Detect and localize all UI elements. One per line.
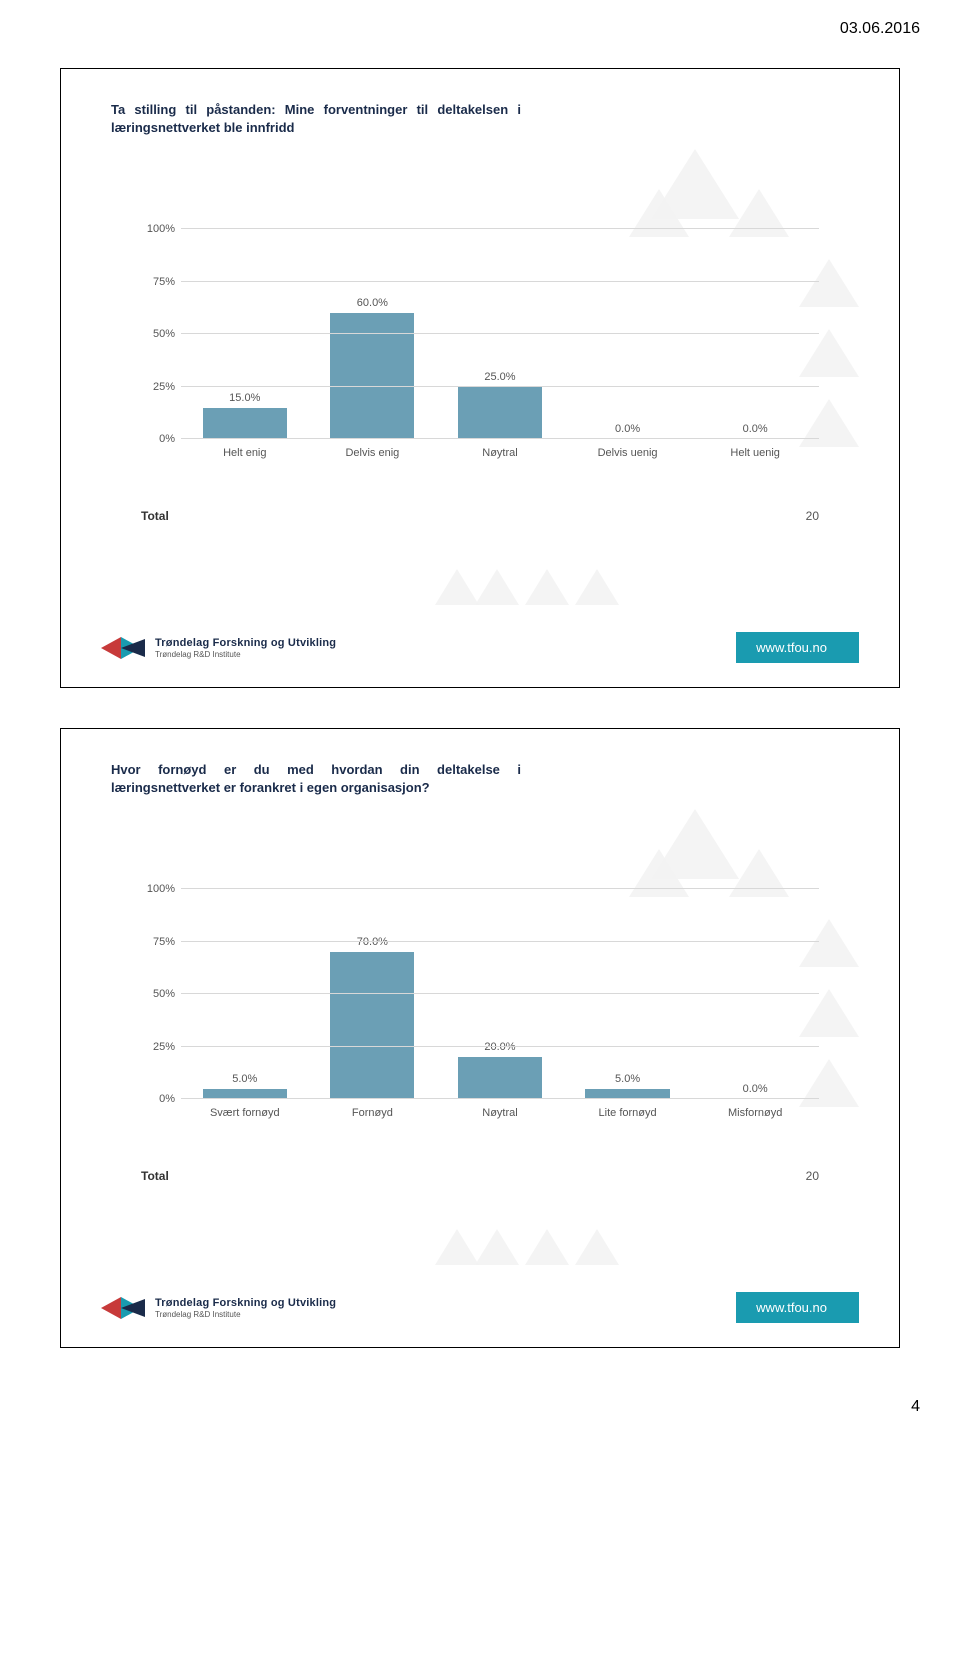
- x-axis-label: Lite fornøyd: [564, 1107, 692, 1119]
- y-axis-label: 75%: [133, 276, 175, 288]
- x-axis-label: Misfornøyd: [691, 1107, 819, 1119]
- bar: 20.0%: [458, 1057, 542, 1099]
- chart-grid: 15.0%60.0%25.0%0.0%0.0% 0%25%50%75%100%: [181, 229, 819, 439]
- bar-value-label: 5.0%: [615, 1073, 640, 1089]
- logo-subtitle: Trøndelag R&D Institute: [155, 650, 336, 659]
- logo-title: Trøndelag Forskning og Utvikling: [155, 637, 336, 649]
- bar-slot: 0.0%: [691, 229, 819, 439]
- total-value: 20: [806, 509, 819, 523]
- bar-value-label: 70.0%: [357, 936, 388, 952]
- bar-slot: 25.0%: [436, 229, 564, 439]
- logo: Trøndelag Forskning og Utvikling Trøndel…: [101, 633, 336, 663]
- y-axis-label: 50%: [133, 988, 175, 1000]
- bar-slot: 60.0%: [309, 229, 437, 439]
- bar-slot: 70.0%: [309, 889, 437, 1099]
- chart-grid: 5.0%70.0%20.0%5.0%0.0% 0%25%50%75%100%: [181, 889, 819, 1099]
- gridline: [181, 1046, 819, 1047]
- page-number: 4: [0, 1388, 960, 1446]
- y-axis-label: 25%: [133, 381, 175, 393]
- gridline: [181, 438, 819, 439]
- logo: Trøndelag Forskning og Utvikling Trøndel…: [101, 1293, 336, 1323]
- bar-value-label: 60.0%: [357, 297, 388, 313]
- x-axis-label: Delvis uenig: [564, 447, 692, 459]
- total-value: 20: [806, 1169, 819, 1183]
- x-axis-label: Fornøyd: [309, 1107, 437, 1119]
- gridline: [181, 281, 819, 282]
- gridline: [181, 228, 819, 229]
- y-axis-label: 50%: [133, 328, 175, 340]
- bar-slot: 5.0%: [181, 889, 309, 1099]
- bar-value-label: 0.0%: [615, 423, 640, 439]
- y-axis-label: 100%: [133, 883, 175, 895]
- gridline: [181, 941, 819, 942]
- x-axis-labels: Helt enigDelvis enigNøytralDelvis uenigH…: [181, 447, 819, 459]
- bar-slot: 5.0%: [564, 889, 692, 1099]
- gridline: [181, 993, 819, 994]
- bar: 25.0%: [458, 387, 542, 440]
- logo-text: Trøndelag Forskning og Utvikling Trøndel…: [155, 637, 336, 659]
- x-axis-label: Nøytral: [436, 447, 564, 459]
- bar-value-label: 5.0%: [232, 1073, 257, 1089]
- y-axis-label: 0%: [133, 433, 175, 445]
- total-label: Total: [141, 509, 169, 523]
- x-axis-labels: Svært fornøydFornøydNøytralLite fornøydM…: [181, 1107, 819, 1119]
- logo-icon: [101, 633, 145, 663]
- logo-subtitle: Trøndelag R&D Institute: [155, 1310, 336, 1319]
- x-axis-label: Helt enig: [181, 447, 309, 459]
- link-badge[interactable]: www.tfou.no: [736, 632, 859, 663]
- bar-value-label: 0.0%: [743, 1083, 768, 1099]
- gridline: [181, 386, 819, 387]
- y-axis-label: 25%: [133, 1041, 175, 1053]
- slide-footer: Trøndelag Forskning og Utvikling Trøndel…: [101, 632, 859, 663]
- bar: 15.0%: [203, 408, 287, 440]
- bar-slot: 20.0%: [436, 889, 564, 1099]
- bar-value-label: 25.0%: [484, 371, 515, 387]
- bar-value-label: 15.0%: [229, 392, 260, 408]
- gridline: [181, 1098, 819, 1099]
- x-axis-label: Delvis enig: [309, 447, 437, 459]
- slide-2: Hvor fornøyd er du med hvordan din delta…: [60, 728, 900, 1348]
- logo-icon: [101, 1293, 145, 1323]
- slide-1: Ta stilling til påstanden: Mine forventn…: [60, 68, 900, 688]
- total-row: Total 20: [141, 1169, 819, 1183]
- chart-title: Hvor fornøyd er du med hvordan din delta…: [61, 729, 581, 800]
- total-row: Total 20: [141, 509, 819, 523]
- chart-area: 15.0%60.0%25.0%0.0%0.0% 0%25%50%75%100% …: [141, 229, 819, 489]
- y-axis-label: 0%: [133, 1093, 175, 1105]
- page-date: 03.06.2016: [0, 0, 960, 48]
- bar: 60.0%: [330, 313, 414, 439]
- gridline: [181, 888, 819, 889]
- bar-slot: 15.0%: [181, 229, 309, 439]
- y-axis-label: 100%: [133, 223, 175, 235]
- chart-area: 5.0%70.0%20.0%5.0%0.0% 0%25%50%75%100% S…: [141, 889, 819, 1149]
- bar-slot: 0.0%: [691, 889, 819, 1099]
- slide-footer: Trøndelag Forskning og Utvikling Trøndel…: [101, 1292, 859, 1323]
- logo-text: Trøndelag Forskning og Utvikling Trøndel…: [155, 1297, 336, 1319]
- gridline: [181, 333, 819, 334]
- bar-value-label: 20.0%: [484, 1041, 515, 1057]
- link-badge[interactable]: www.tfou.no: [736, 1292, 859, 1323]
- x-axis-label: Svært fornøyd: [181, 1107, 309, 1119]
- bar-slot: 0.0%: [564, 229, 692, 439]
- bar: 70.0%: [330, 952, 414, 1099]
- x-axis-label: Nøytral: [436, 1107, 564, 1119]
- total-label: Total: [141, 1169, 169, 1183]
- x-axis-label: Helt uenig: [691, 447, 819, 459]
- y-axis-label: 75%: [133, 936, 175, 948]
- logo-title: Trøndelag Forskning og Utvikling: [155, 1297, 336, 1309]
- bar-value-label: 0.0%: [743, 423, 768, 439]
- chart-title: Ta stilling til påstanden: Mine forventn…: [61, 69, 581, 140]
